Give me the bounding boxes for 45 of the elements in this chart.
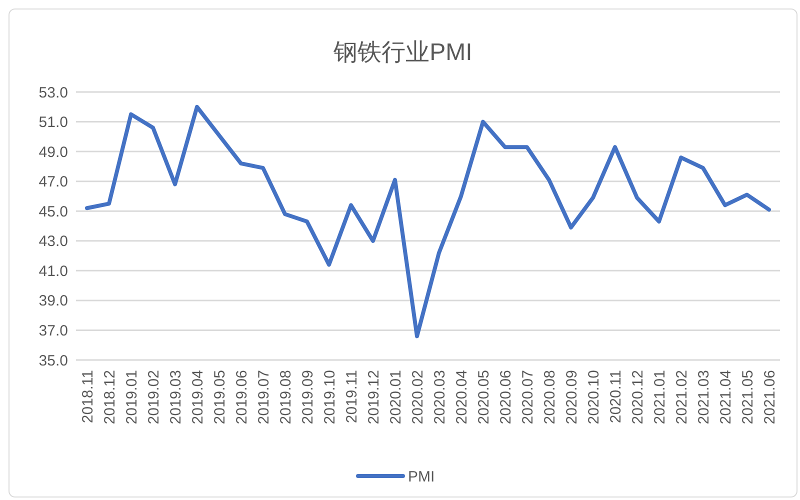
- x-tick-label: 2019.02: [145, 370, 162, 424]
- x-tick-label: 2020.11: [607, 370, 624, 424]
- x-tick-label: 2020.05: [475, 370, 492, 424]
- y-tick-label: 49.0: [38, 144, 68, 161]
- x-tick-label: 2019.09: [299, 370, 316, 424]
- x-tick-label: 2019.06: [233, 370, 250, 424]
- x-tick-label: 2021.03: [695, 370, 712, 424]
- x-tick-label: 2021.04: [717, 370, 734, 424]
- x-tick-label: 2018.12: [101, 370, 118, 424]
- x-tick-label: 2020.10: [585, 370, 602, 424]
- x-tick-label: 2021.01: [651, 370, 668, 424]
- x-tick-label: 2020.03: [431, 370, 448, 424]
- chart-title: 钢铁行业PMI: [332, 39, 472, 66]
- x-tick-label: 2020.07: [519, 370, 536, 424]
- x-tick-label: 2021.05: [739, 370, 756, 424]
- x-tick-label: 2020.09: [563, 370, 580, 424]
- x-tick-label: 2020.06: [497, 370, 514, 424]
- x-tick-label: 2021.06: [761, 370, 778, 424]
- legend-label: PMI: [408, 468, 435, 486]
- x-tick-label: 2019.03: [167, 370, 184, 424]
- y-tick-label: 51.0: [38, 114, 68, 132]
- x-tick-label: 2019.04: [189, 370, 206, 424]
- x-tick-label: 2020.01: [387, 370, 404, 424]
- x-tick-label: 2019.08: [277, 370, 294, 424]
- x-tick-label: 2020.08: [541, 370, 558, 424]
- y-tick-label: 37.0: [38, 322, 68, 340]
- y-tick-label: 47.0: [38, 174, 68, 191]
- x-tick-label: 2019.11: [343, 370, 360, 424]
- y-tick-label: 35.0: [38, 352, 68, 370]
- x-tick-label: 2019.12: [365, 370, 382, 424]
- y-tick-label: 39.0: [38, 292, 68, 310]
- x-tick-label: 2020.12: [629, 370, 646, 424]
- y-tick-label: 43.0: [38, 233, 68, 250]
- x-tick-label: 2019.10: [321, 370, 338, 424]
- x-tick-label: 2020.02: [409, 370, 426, 424]
- x-tick-label: 2020.04: [453, 370, 470, 424]
- y-tick-label: 53.0: [38, 84, 68, 102]
- y-tick-label: 45.0: [38, 203, 68, 220]
- y-tick-label: 41.0: [38, 262, 68, 280]
- x-tick-label: 2018.11: [79, 370, 96, 424]
- line-series: [85, 104, 771, 338]
- x-tick-label: 2019.01: [123, 370, 140, 424]
- x-tick-label: 2019.07: [255, 370, 272, 424]
- x-tick-label: 2019.05: [211, 370, 228, 424]
- x-tick-label: 2021.02: [673, 370, 690, 424]
